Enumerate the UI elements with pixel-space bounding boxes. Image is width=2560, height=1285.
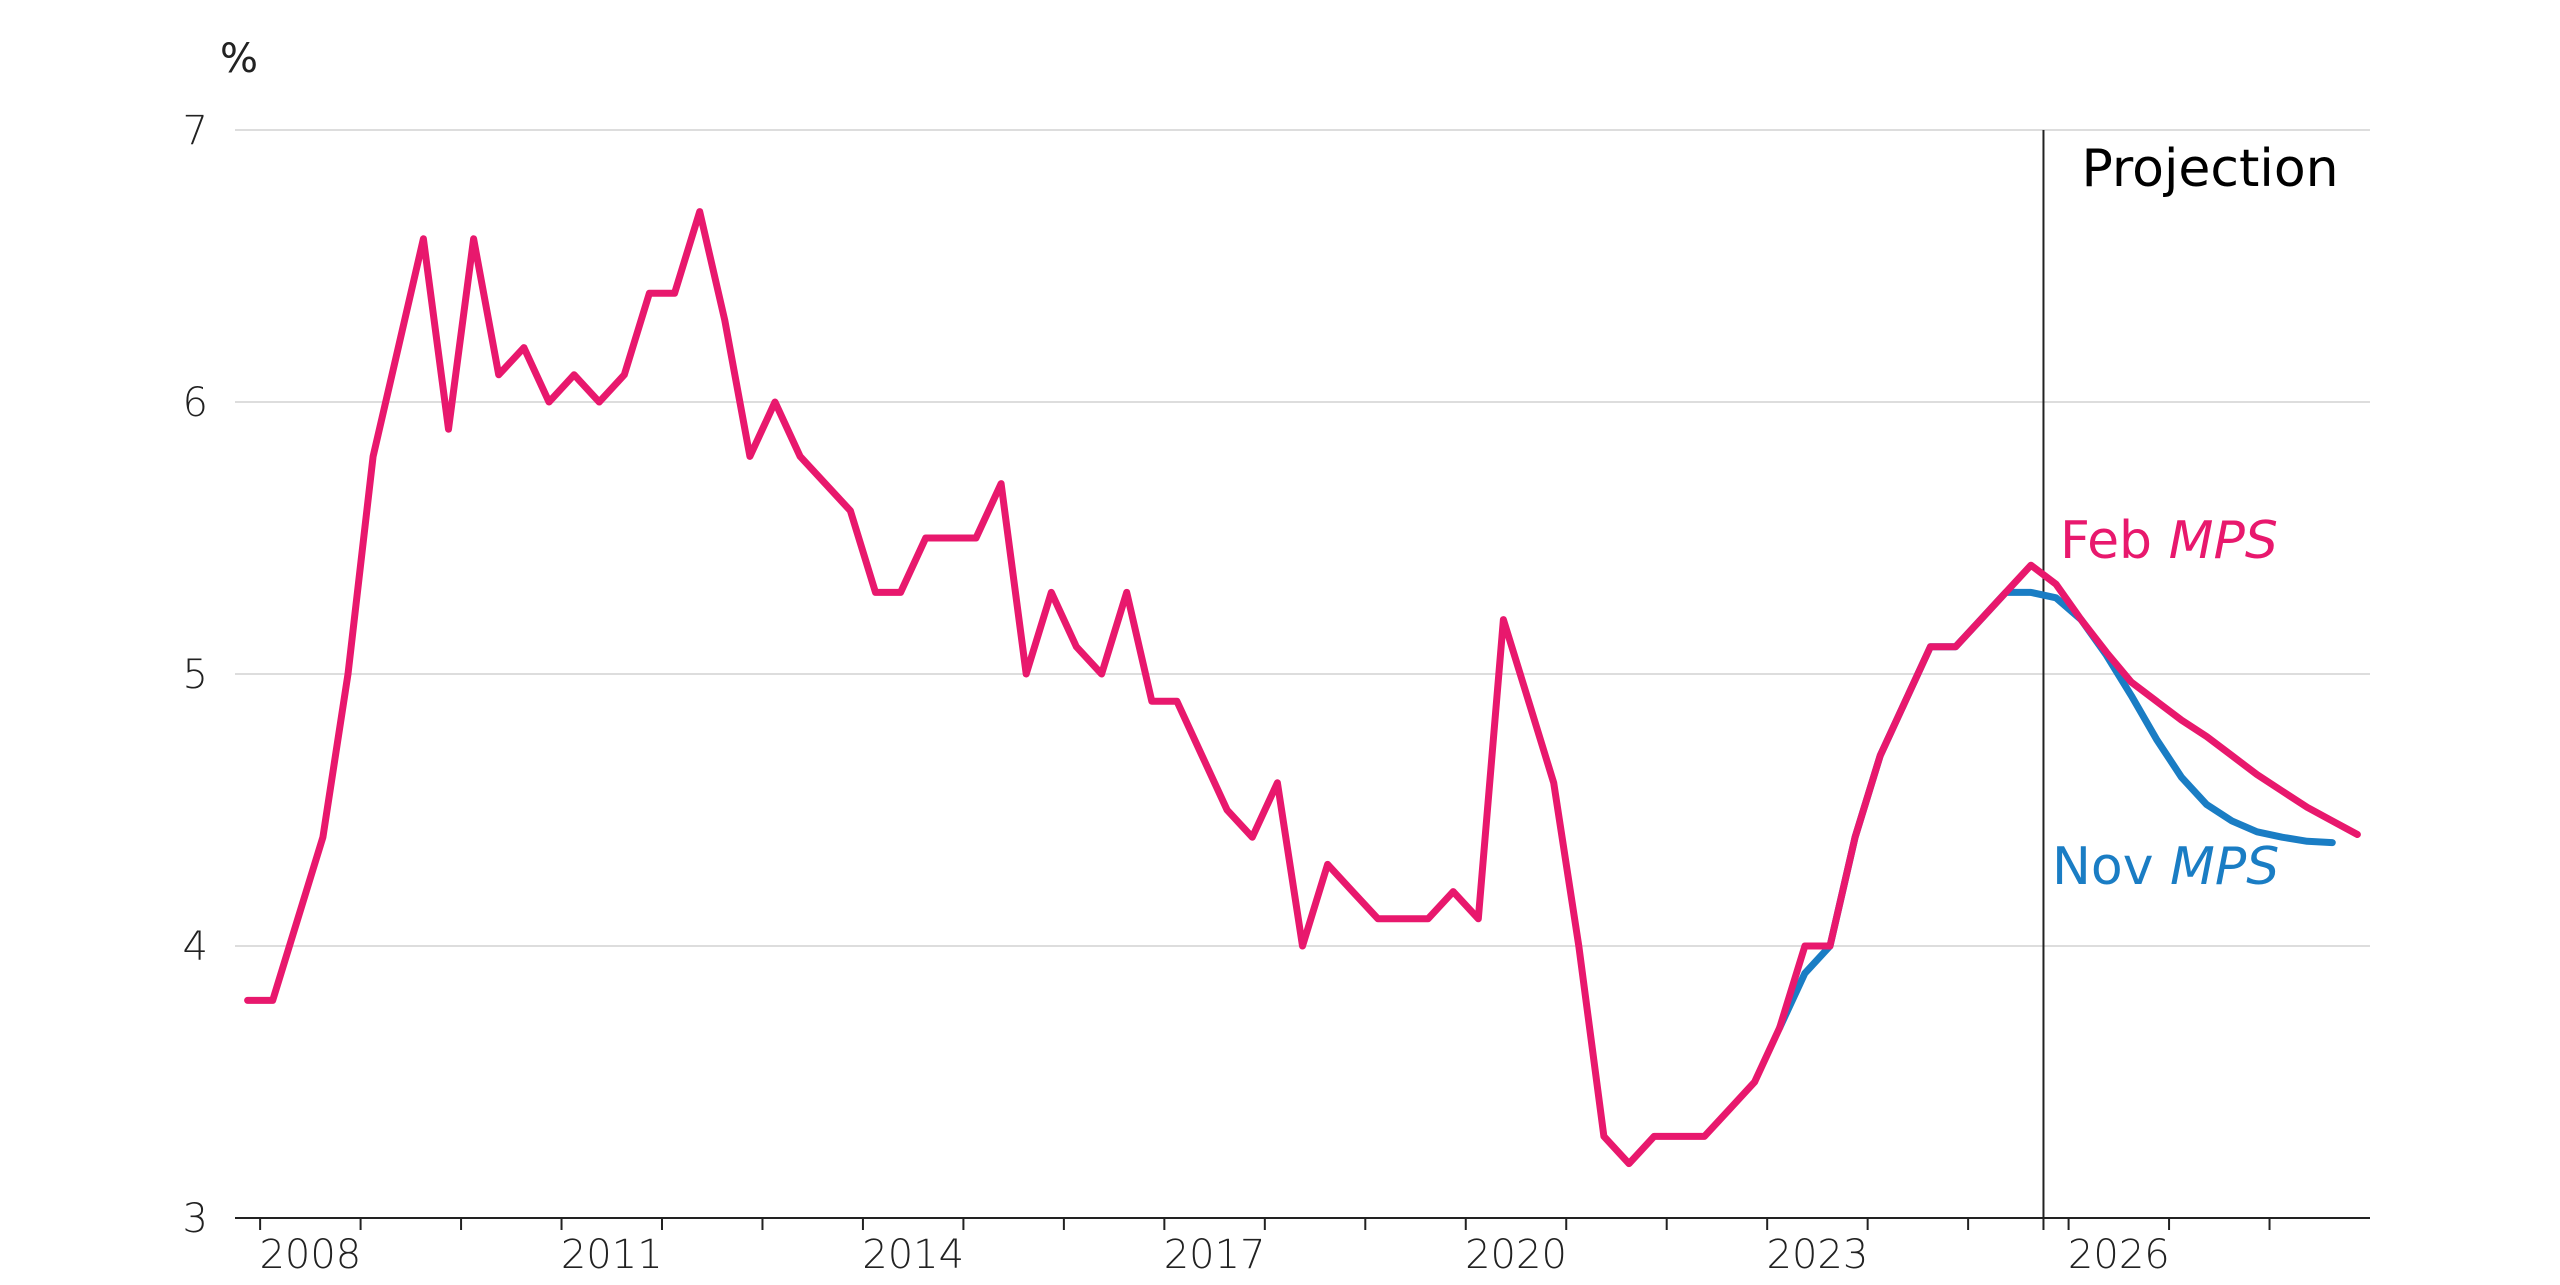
- feb-mps-series-line: [244, 208, 2361, 1168]
- axis-layer: 2008 2011 2014 2017 2020 2023 2026: [235, 1217, 2370, 1278]
- y-axis-unit-label: %: [220, 36, 258, 82]
- y-tick-label: 4: [183, 924, 208, 970]
- y-tick-label: 7: [183, 108, 208, 154]
- series-layer: [244, 208, 2361, 1168]
- feb-mps-series-label: Feb MPS: [2060, 511, 2278, 571]
- x-tick-label: 2026: [2068, 1232, 2170, 1278]
- nov-mps-series-label: Nov MPS: [2052, 837, 2279, 897]
- x-tick-label: 2014: [862, 1232, 964, 1278]
- x-tick-label: 2023: [1767, 1232, 1869, 1278]
- x-tick-label: 2020: [1465, 1232, 1567, 1278]
- projection-label: Projection: [2081, 139, 2338, 199]
- y-tick-label: 5: [183, 652, 208, 698]
- series-label-layer: Feb MPS Nov MPS: [2052, 511, 2279, 897]
- grid-layer: 3 4 5 6 7: [183, 108, 2370, 1242]
- x-tick-label: 2017: [1164, 1232, 1266, 1278]
- x-tick-label: 2011: [561, 1232, 663, 1278]
- x-tick-label: 2008: [259, 1232, 361, 1278]
- projection-layer: Projection: [2042, 130, 2339, 1230]
- y-tick-label: 3: [183, 1196, 208, 1242]
- y-tick-label: 6: [183, 380, 208, 426]
